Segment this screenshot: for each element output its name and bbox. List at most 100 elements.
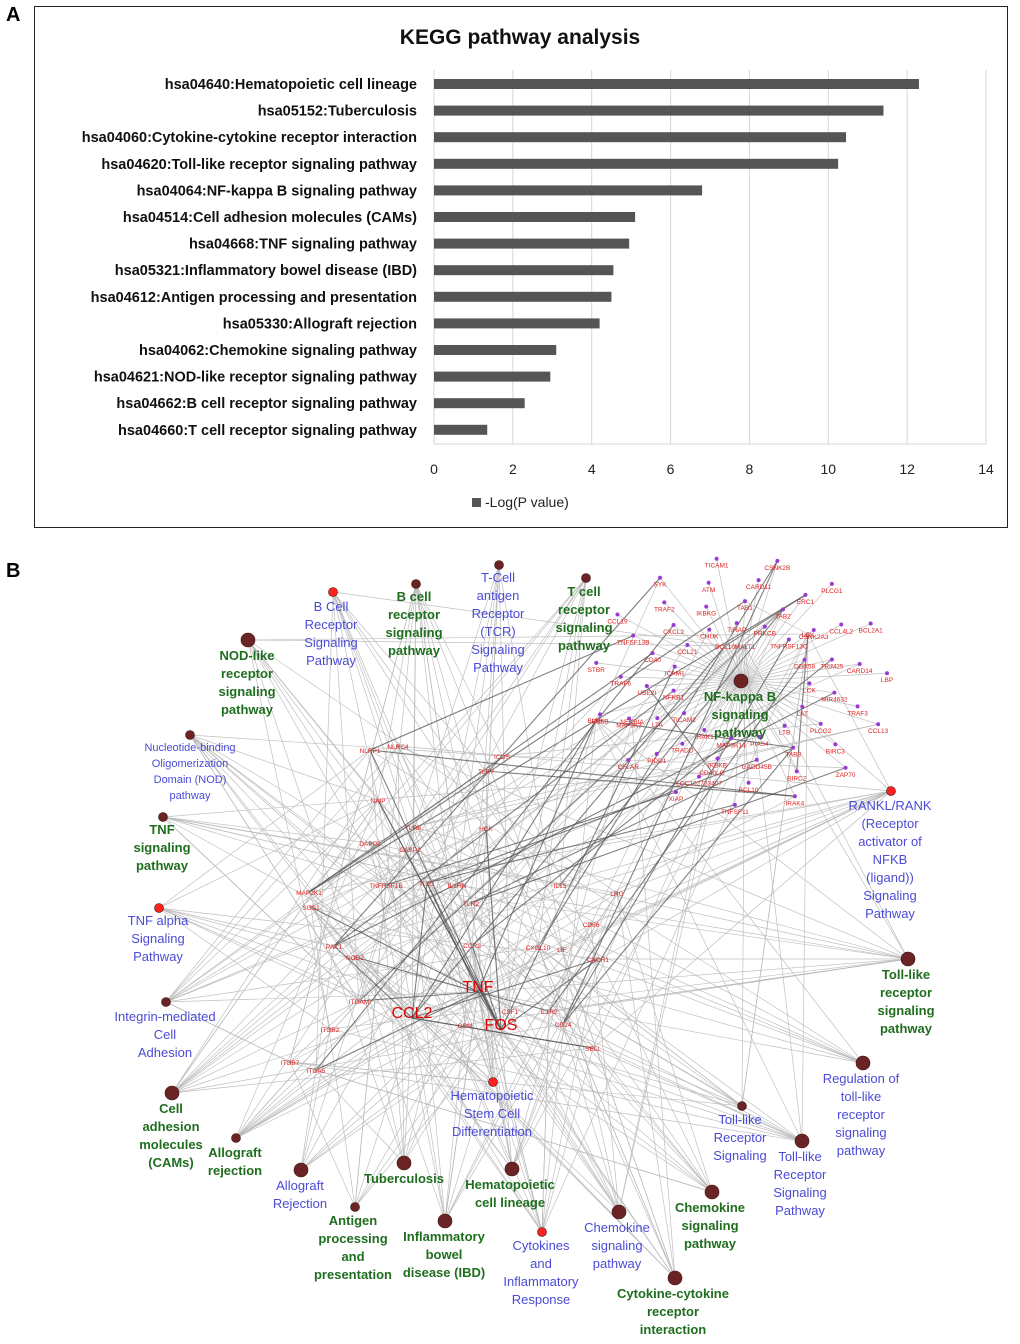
edge-84	[385, 790, 892, 886]
x-tick-label-7: 14	[978, 461, 994, 477]
pathway-label-line: processing	[318, 1231, 387, 1246]
gene-label-nod2: NOD2	[346, 955, 364, 962]
fan-gene-label-35: XIAP	[669, 796, 684, 803]
edge-268	[541, 633, 809, 1233]
edge-126	[385, 884, 864, 1064]
fan-gene-dot-46	[618, 674, 623, 679]
pathway-label-line: T-Cell	[481, 570, 515, 585]
pathway-label-line: pathway	[170, 790, 211, 802]
edge-202	[308, 891, 405, 1164]
gene-label-icos: ICOS	[494, 754, 511, 761]
pathway-label-line: (TCR)	[480, 624, 515, 639]
pathway-label-line: bowel	[426, 1247, 463, 1262]
pathway-node-rank	[886, 786, 896, 796]
edge-400	[411, 719, 597, 1019]
edge-251	[354, 991, 479, 1208]
edge-276	[411, 1017, 543, 1233]
fan-gene-label-17: MIR4632	[821, 697, 848, 704]
fan-gene-dot-45	[644, 684, 649, 689]
edge-25	[411, 564, 500, 1019]
fan-gene-label-59: TICAM1	[705, 563, 729, 570]
pathway-label-line: signaling	[681, 1218, 738, 1233]
pathway-label-rank: RANKL/RANK (Receptor activator of NFKB (liga…	[848, 798, 931, 921]
edge-234	[618, 645, 746, 1213]
pathway-label-line: Receptor	[305, 617, 358, 632]
edge-114	[165, 799, 379, 1003]
edge-206	[397, 745, 405, 1164]
gene-label-tnfrsf1b: TNFRSF1B	[369, 883, 403, 890]
gene-label-blnk: BLNK	[588, 718, 606, 725]
pathway-label-line: disease (IBD)	[403, 1265, 485, 1280]
category-label-5: hsa04514:Cell adhesion molecules (CAMs)	[123, 210, 417, 226]
fan-gene-label-6: ERC1	[797, 599, 815, 606]
fan-gene-label-15: LBP	[881, 677, 893, 684]
edge-39	[310, 577, 587, 908]
gene-label-itgb2: ITGB2	[321, 1027, 340, 1034]
fan-gene-dot-16	[807, 681, 812, 686]
gene-label-malt1: MALT1	[735, 644, 756, 651]
edge-402	[477, 719, 597, 993]
pathway-label-bcell: B cell receptor signaling pathway	[385, 589, 442, 658]
gene-label-nlrp1: NLRP1	[360, 748, 381, 755]
pathway-label-line: NFKB	[873, 852, 908, 867]
gene-dot-naip	[376, 798, 380, 802]
edge-340	[633, 635, 742, 682]
gene-label-tlr1: TLR1	[419, 881, 435, 888]
edge-77	[724, 645, 892, 792]
pathway-label-line: Rejection	[273, 1196, 327, 1211]
pathway-label-line: Domain (NOD)	[154, 774, 227, 786]
pathway-node-ccr	[667, 1270, 683, 1286]
edge-168	[329, 1028, 803, 1142]
fan-gene-dot-50	[631, 633, 636, 638]
edge-320	[740, 680, 749, 783]
edge-382	[426, 676, 622, 884]
edge-403	[411, 958, 599, 1019]
pathway-label-line: NF-kappa B	[704, 689, 776, 704]
edge-389	[369, 749, 795, 797]
fan-gene-label-51: CCL19	[607, 619, 628, 626]
edge-378	[308, 594, 806, 893]
gene-label-cd40lg: CD40LG	[699, 770, 724, 777]
pathway-label-line: receptor	[221, 666, 273, 681]
pathway-label-bcr_rsp: B Cell Receptor Signaling Pathway	[304, 599, 358, 668]
fan-gene-label-0: TIRAP	[727, 627, 746, 634]
pathway-label-regtlr: Regulation of toll-like receptor signaling p…	[823, 1071, 900, 1158]
edge-284	[631, 720, 676, 1279]
pathway-label-allo: Allograft rejection	[208, 1145, 262, 1178]
gene-label-cd86: CD86	[583, 922, 600, 929]
gene-dot-bcl10	[723, 644, 727, 648]
bar-0	[434, 79, 919, 89]
edge-390	[308, 600, 746, 893]
pathway-node-allo2	[293, 1162, 309, 1178]
edge-375	[537, 629, 710, 948]
fan-gene-dot-38	[654, 751, 659, 756]
fan-gene-dot-26	[794, 769, 799, 774]
gene-label-casp1: CASP1	[399, 847, 421, 854]
edge-370	[333, 692, 835, 947]
edge-181	[235, 799, 379, 1139]
fan-gene-dot-30	[746, 780, 751, 785]
edge-341	[617, 614, 742, 682]
edge-185	[235, 956, 356, 1139]
edge-156	[171, 1000, 360, 1094]
pathway-label-line: receptor	[837, 1107, 885, 1122]
fan-gene-label-20: LAT	[797, 711, 808, 718]
pathway-label-line: Cytokines	[512, 1238, 570, 1253]
edge-260	[369, 842, 446, 1222]
fan-gene-dot-47	[594, 660, 599, 665]
pathway-label-line: Tuberculosis	[364, 1171, 444, 1186]
edge-299	[740, 629, 814, 682]
gene-label-itgam: ITGAM	[349, 999, 370, 1006]
fan-gene-dot-5	[780, 607, 785, 612]
pathway-label-line: signaling	[711, 707, 768, 722]
pathway-node-bcell	[411, 579, 421, 589]
category-label-4: hsa04064:NF-kappa B signaling pathway	[137, 183, 417, 199]
fan-gene-label-26: BIRC2	[787, 775, 807, 782]
edge-198	[300, 1010, 511, 1171]
pathway-label-line: Allograft	[208, 1145, 262, 1160]
edge-396	[477, 991, 550, 1012]
edge-295	[740, 609, 784, 682]
fan-gene-label-19: CCL13	[868, 728, 889, 735]
pathway-label-line: antigen	[477, 588, 520, 603]
edge-317	[740, 680, 796, 797]
